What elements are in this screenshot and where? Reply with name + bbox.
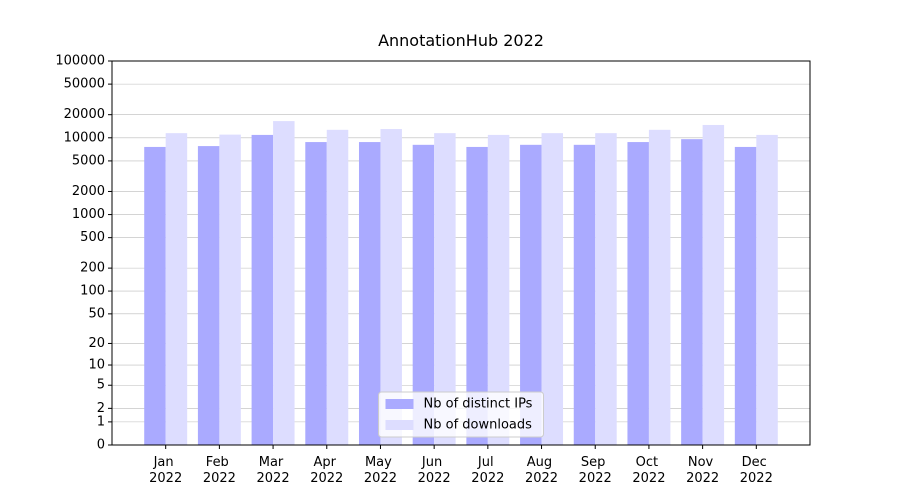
x-tick-label: Nov 2022 [686, 455, 719, 486]
y-tick-label: 2 [97, 401, 105, 416]
bar [273, 121, 295, 445]
y-tick-label: 50000 [64, 77, 105, 92]
bar [756, 134, 778, 445]
x-tick-label: May 2022 [364, 455, 397, 486]
bar [573, 144, 596, 445]
bar [144, 146, 166, 445]
x-tick-label: Jan 2022 [149, 455, 182, 486]
y-tick-label: 0 [97, 438, 105, 453]
bar [681, 139, 703, 445]
x-tick-label: Jun 2022 [418, 455, 451, 486]
legend-label: Nb of distinct IPs [424, 397, 533, 412]
bar [734, 146, 757, 445]
y-tick-label: 10 [88, 358, 105, 373]
bar [466, 146, 488, 445]
y-tick-label: 20000 [64, 107, 105, 122]
bar [165, 133, 188, 445]
y-tick-label: 500 [80, 230, 105, 245]
bar [412, 144, 435, 445]
y-tick-label: 2000 [72, 184, 105, 199]
bar [595, 133, 617, 445]
bar [219, 134, 241, 445]
y-tick-label: 1 [97, 414, 105, 429]
bar [358, 142, 381, 445]
bar [305, 142, 327, 445]
bar [380, 129, 402, 445]
legend-swatch [385, 420, 414, 430]
plot-frame [111, 60, 811, 446]
x-tick-label: Mar 2022 [257, 455, 290, 486]
bar [627, 142, 649, 445]
bar [520, 144, 542, 445]
legend-swatch [385, 399, 414, 409]
y-tick-label: 10000 [64, 130, 105, 145]
legend-label: Nb of downloads [424, 418, 533, 433]
bar [251, 134, 274, 445]
x-tick-label: Sep 2022 [579, 455, 612, 486]
x-tick-label: Aug 2022 [525, 455, 558, 486]
y-tick-label: 100000 [55, 54, 105, 69]
chart-title: AnnotationHub 2022 [378, 31, 544, 50]
y-tick-label: 100 [80, 284, 105, 299]
legend-box [378, 391, 544, 438]
x-tick-label: Feb 2022 [203, 455, 236, 486]
x-tick-label: Dec 2022 [740, 455, 773, 486]
x-tick-label: Jul 2022 [471, 455, 504, 486]
bar [326, 129, 349, 446]
bar [702, 124, 725, 446]
y-tick-label: 5000 [72, 153, 105, 168]
bar [648, 129, 671, 446]
bar [541, 133, 564, 445]
y-tick-label: 1000 [72, 207, 105, 222]
bar [434, 133, 456, 445]
bar [487, 134, 510, 445]
y-tick-label: 5 [97, 378, 105, 393]
x-tick-label: Oct 2022 [632, 455, 665, 486]
y-tick-label: 50 [88, 306, 105, 321]
y-tick-label: 20 [88, 336, 105, 351]
y-tick-label: 200 [80, 261, 105, 276]
bar [197, 146, 220, 445]
x-tick-label: Apr 2022 [310, 455, 343, 486]
